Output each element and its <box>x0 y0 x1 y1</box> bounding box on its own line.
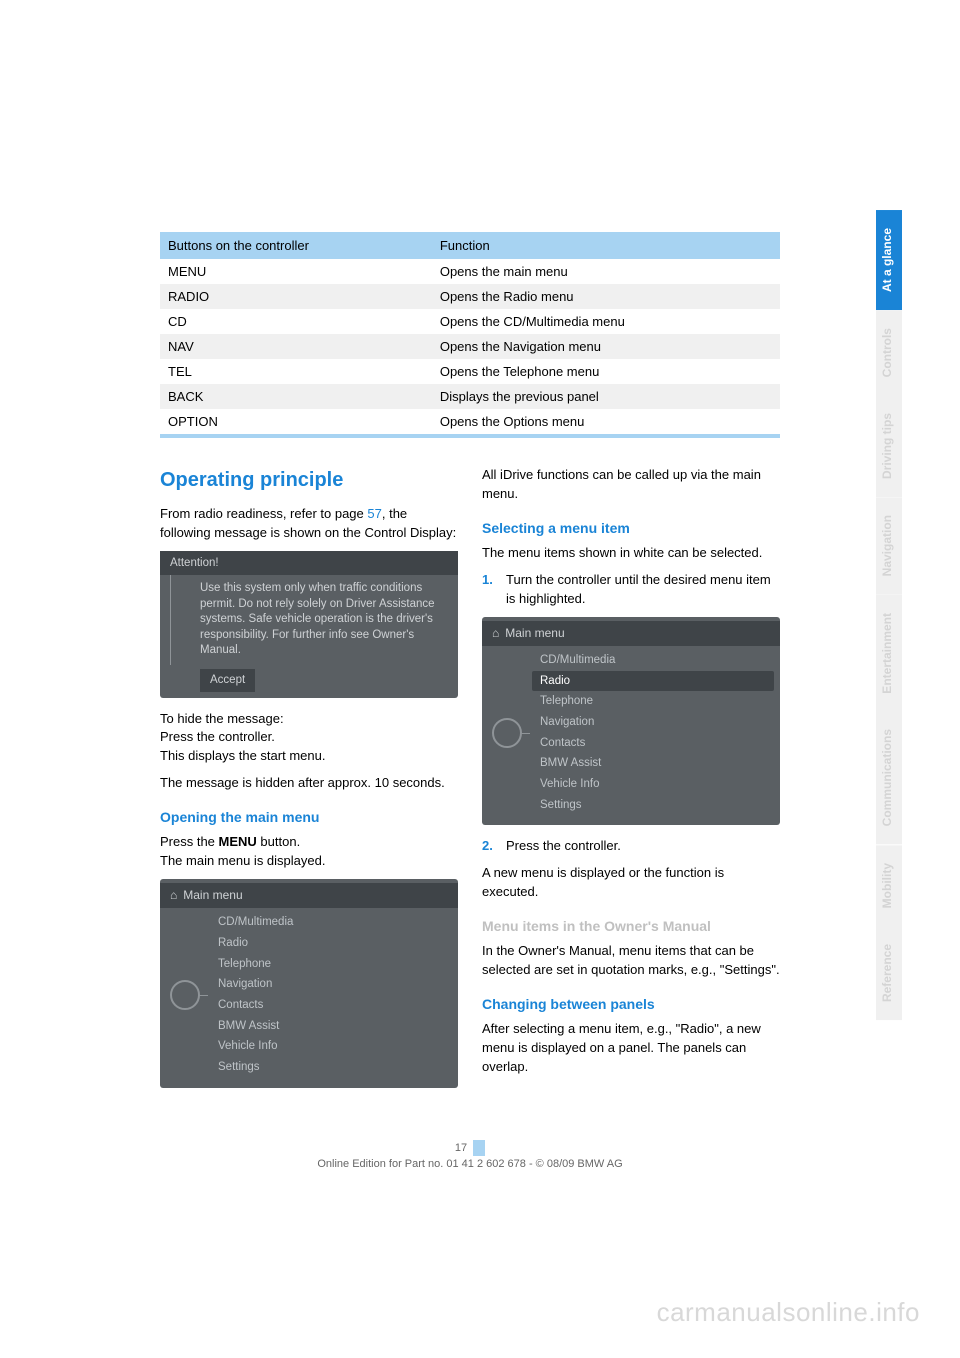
side-tab[interactable]: Communications <box>876 711 902 844</box>
main-menu-screenshot-left: ⌂ Main menu CD/MultimediaRadioTelephoneN… <box>160 879 458 1088</box>
menu-button-label: MENU <box>219 834 257 849</box>
all-functions-text: All iDrive functions can be called up vi… <box>482 466 780 504</box>
after-step-text: A new menu is displayed or the function … <box>482 864 780 902</box>
main-menu-title-right: Main menu <box>505 625 564 642</box>
controller-dial-icon <box>170 980 200 1010</box>
side-tab[interactable]: Driving tips <box>876 395 902 497</box>
table-cell-button: CD <box>160 309 432 334</box>
menu-item: BMW Assist <box>210 1016 452 1037</box>
side-tab[interactable]: Controls <box>876 310 902 395</box>
home-icon: ⌂ <box>170 887 177 904</box>
owners-manual-heading: Menu items in the Owner's Manual <box>482 916 780 936</box>
side-tab[interactable]: Entertainment <box>876 595 902 712</box>
menu-item: Telephone <box>210 954 452 975</box>
table-cell-function: Opens the main menu <box>432 259 780 284</box>
changing-panels-text: After selecting a menu item, e.g., "Radi… <box>482 1020 780 1077</box>
page-link-57[interactable]: 57 <box>367 506 381 521</box>
table-cell-function: Opens the Options menu <box>432 409 780 434</box>
hide-message-text: To hide the message: Press the controlle… <box>160 710 458 767</box>
main-menu-list-right: CD/MultimediaRadioTelephoneNavigationCon… <box>532 650 774 815</box>
step-1: 1. Turn the controller until the desired… <box>482 571 780 609</box>
menu-item: CD/Multimedia <box>210 912 452 933</box>
menu-item: Contacts <box>532 733 774 754</box>
owners-manual-text: In the Owner's Manual, menu items that c… <box>482 942 780 980</box>
home-icon: ⌂ <box>492 625 499 642</box>
side-tabs: At a glanceControlsDriving tipsNavigatio… <box>876 210 902 1020</box>
left-column: Operating principle From radio readiness… <box>160 466 458 1100</box>
page-footer: 17 Online Edition for Part no. 01 41 2 6… <box>160 1140 780 1170</box>
table-cell-button: BACK <box>160 384 432 409</box>
operating-principle-heading: Operating principle <box>160 466 458 495</box>
menu-item: Telephone <box>532 691 774 712</box>
main-menu-screenshot-right: ⌂ Main menu CD/MultimediaRadioTelephoneN… <box>482 617 780 826</box>
menu-item: Navigation <box>210 974 452 995</box>
menu-item: CD/Multimedia <box>532 650 774 671</box>
page-number: 17 <box>455 1142 467 1154</box>
menu-item: BMW Assist <box>532 753 774 774</box>
open-menu-paragraph: Press the MENU button. The main menu is … <box>160 833 458 871</box>
attention-accept-button: Accept <box>200 669 255 692</box>
step-1-text: Turn the controller until the desired me… <box>506 571 780 609</box>
menu-item: Contacts <box>210 995 452 1016</box>
page-content: Buttons on the controller Function MENUO… <box>160 232 780 1100</box>
table-cell-button: RADIO <box>160 284 432 309</box>
table-header-right: Function <box>432 232 780 259</box>
page-number-block <box>473 1140 485 1156</box>
attention-screenshot: Attention! Use this system only when tra… <box>160 551 458 698</box>
attention-message: Use this system only when traffic condit… <box>160 575 458 665</box>
table-cell-function: Opens the Radio menu <box>432 284 780 309</box>
open-menu-text-a: Press the <box>160 834 219 849</box>
step-2: 2. Press the controller. <box>482 837 780 856</box>
table-cell-button: NAV <box>160 334 432 359</box>
watermark: carmanualsonline.info <box>657 1297 920 1328</box>
opening-main-menu-heading: Opening the main menu <box>160 807 458 827</box>
step-2-number: 2. <box>482 837 498 856</box>
step-2-text: Press the controller. <box>506 837 621 856</box>
hidden-after-text: The message is hidden after approx. 10 s… <box>160 774 458 793</box>
side-tab[interactable]: At a glance <box>876 210 902 310</box>
intro-paragraph: From radio readiness, refer to page 57, … <box>160 505 458 543</box>
table-cell-function: Displays the previous panel <box>432 384 780 409</box>
menu-item: Radio <box>532 671 774 692</box>
side-tab[interactable]: Reference <box>876 926 902 1020</box>
menu-item: Vehicle Info <box>532 774 774 795</box>
controller-dial-icon <box>492 718 522 748</box>
table-cell-function: Opens the CD/Multimedia menu <box>432 309 780 334</box>
menu-item: Vehicle Info <box>210 1036 452 1057</box>
table-cell-function: Opens the Telephone menu <box>432 359 780 384</box>
controller-table: Buttons on the controller Function MENUO… <box>160 232 780 438</box>
main-menu-list-left: CD/MultimediaRadioTelephoneNavigationCon… <box>210 912 452 1077</box>
table-cell-button: MENU <box>160 259 432 284</box>
main-menu-title-left: Main menu <box>183 887 242 904</box>
step-1-number: 1. <box>482 571 498 609</box>
changing-panels-heading: Changing between panels <box>482 994 780 1014</box>
selecting-menu-item-heading: Selecting a menu item <box>482 518 780 538</box>
right-column: All iDrive functions can be called up vi… <box>482 466 780 1100</box>
intro-text-a: From radio readiness, refer to page <box>160 506 367 521</box>
table-cell-button: TEL <box>160 359 432 384</box>
table-cell-function: Opens the Navigation menu <box>432 334 780 359</box>
side-tab[interactable]: Navigation <box>876 497 902 594</box>
select-text: The menu items shown in white can be sel… <box>482 544 780 563</box>
table-cell-button: OPTION <box>160 409 432 434</box>
attention-title: Attention! <box>160 551 458 576</box>
menu-item: Settings <box>210 1057 452 1078</box>
menu-item: Radio <box>210 933 452 954</box>
menu-item: Settings <box>532 795 774 816</box>
menu-item: Navigation <box>532 712 774 733</box>
footer-line: Online Edition for Part no. 01 41 2 602 … <box>160 1158 780 1170</box>
side-tab[interactable]: Mobility <box>876 845 902 926</box>
table-body: MENUOpens the main menuRADIOOpens the Ra… <box>160 259 780 434</box>
table-header-left: Buttons on the controller <box>160 232 432 259</box>
